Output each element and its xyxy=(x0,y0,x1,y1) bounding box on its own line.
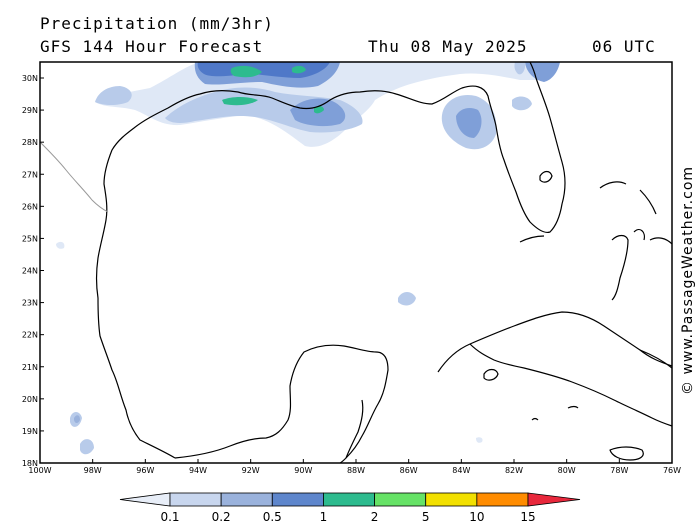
lon-label: 86W xyxy=(400,466,418,475)
colorbar-label: 0.2 xyxy=(212,510,231,524)
coast-gulf xyxy=(95,61,566,459)
precip-cell-sw3 xyxy=(74,415,80,423)
colorbar-label: 1 xyxy=(320,510,328,524)
forecast-label: GFS 144 Hour Forecast xyxy=(40,37,264,56)
precip-green-mid xyxy=(222,97,258,106)
lat-label: 21N xyxy=(22,363,38,372)
precip-cell-w xyxy=(56,241,65,249)
lon-label: 88W xyxy=(347,466,365,475)
precip-cell-s xyxy=(476,437,483,443)
forecast-time: 06 UTC xyxy=(592,37,656,56)
lon-label: 96W xyxy=(136,466,154,475)
latitude-axis: 30N 29N 28N 27N 26N 25N 24N 23N 22N 21N 20N 19N 18N xyxy=(22,74,44,468)
lon-label: 98W xyxy=(84,466,102,475)
precip-florida-east xyxy=(512,96,532,111)
lat-label: 30N xyxy=(22,74,38,83)
coast-jamaica xyxy=(609,446,644,461)
colorbar-label: 10 xyxy=(469,510,484,524)
precip-atlantic-ne xyxy=(525,62,560,82)
lat-label: 23N xyxy=(22,299,38,308)
coast-bahamas-1 xyxy=(599,181,627,189)
colorbar: 0.1 0.2 0.5 1 2 5 10 15 xyxy=(119,492,581,524)
colorbar-min-arrow xyxy=(119,492,171,507)
coast-bahamas-3 xyxy=(633,228,645,241)
coast-bahamas-2 xyxy=(611,234,629,301)
lon-label: 84W xyxy=(452,466,470,475)
precip-texas-west xyxy=(95,86,132,105)
lon-label: 76W xyxy=(663,466,681,475)
colorbar-segment xyxy=(476,492,529,507)
longitude-axis: 100W 98W 96W 94W 92W 90W 88W 86W 84W 82W 80W 78W 76W xyxy=(28,459,681,475)
colorbar-segment xyxy=(271,492,324,507)
precip-green-spot xyxy=(292,65,306,74)
coastlines xyxy=(95,61,673,464)
credit-watermark: © www.PassageWeather.com xyxy=(680,165,696,395)
coast-isla-juventud xyxy=(483,368,499,381)
lon-label: 80W xyxy=(558,466,576,475)
border-texas-mexico xyxy=(39,141,109,213)
coast-bahamas-4 xyxy=(649,237,673,245)
lon-label: 92W xyxy=(242,466,260,475)
precipitation-areas xyxy=(56,62,560,455)
lat-label: 28N xyxy=(22,138,38,147)
map-title: Precipitation (mm/3hr) xyxy=(40,14,274,33)
coast-yucatan xyxy=(174,344,389,464)
colorbar-max-arrow xyxy=(527,492,581,507)
lat-label: 22N xyxy=(22,331,38,340)
lon-label: 90W xyxy=(294,466,312,475)
precip-cell-east xyxy=(398,292,416,306)
lat-label: 27N xyxy=(22,170,38,179)
coast-bahamas-5 xyxy=(639,189,657,215)
colorbar-segment xyxy=(220,492,273,507)
lat-label: 24N xyxy=(22,267,38,276)
coast-lake-okeechobee xyxy=(539,170,553,183)
coast-hispaniola xyxy=(639,349,673,369)
precip-florida-blue xyxy=(456,108,482,138)
lon-label: 100W xyxy=(28,466,51,475)
colorbar-segment xyxy=(425,492,478,507)
coast-swan xyxy=(531,417,539,421)
lon-label: 78W xyxy=(610,466,628,475)
lon-label: 94W xyxy=(189,466,207,475)
precip-cell-sw2 xyxy=(80,439,94,455)
lat-label: 20N xyxy=(22,395,38,404)
map-background xyxy=(40,62,672,463)
lat-label: 29N xyxy=(22,106,38,115)
coast-caymans xyxy=(567,405,579,409)
colorbar-segment xyxy=(374,492,427,507)
colorbar-label: 0.1 xyxy=(160,510,179,524)
lat-label: 18N xyxy=(22,459,38,468)
lat-label: 19N xyxy=(22,427,38,436)
coast-belize xyxy=(345,399,364,459)
lat-label: 26N xyxy=(22,202,38,211)
colorbar-label: 0.5 xyxy=(263,510,282,524)
coast-keys xyxy=(519,235,545,243)
precip-green-delta xyxy=(314,105,324,114)
coast-cuba-south xyxy=(469,343,673,427)
lat-label: 25N xyxy=(22,234,38,243)
colorbar-label: 2 xyxy=(371,510,379,524)
lon-label: 82W xyxy=(505,466,523,475)
forecast-date: Thu 08 May 2025 xyxy=(368,37,528,56)
precip-atlantic-ne-light xyxy=(514,62,526,75)
precip-green-top xyxy=(230,65,262,78)
colorbar-label: 5 xyxy=(422,510,430,524)
colorbar-label: 15 xyxy=(520,510,535,524)
colorbar-segment xyxy=(169,492,222,507)
colorbar-segment xyxy=(323,492,375,507)
